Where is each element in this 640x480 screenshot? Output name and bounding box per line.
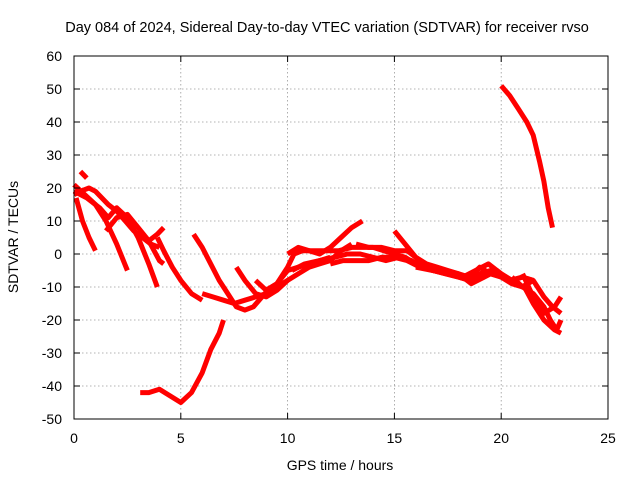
series-arc-14 bbox=[264, 244, 418, 293]
x-axis-title: GPS time / hours bbox=[287, 457, 394, 473]
x-tick-label: 0 bbox=[70, 430, 78, 446]
x-tick-label: 5 bbox=[177, 430, 185, 446]
series-arc-4 bbox=[78, 169, 89, 180]
y-axis-title: SDTVAR / TECUs bbox=[5, 181, 21, 293]
series-arc-9 bbox=[191, 232, 273, 313]
series-arc-19 bbox=[392, 229, 534, 283]
series-group bbox=[72, 84, 564, 405]
series-arc-5 bbox=[72, 189, 160, 288]
series-arc-11 bbox=[201, 278, 289, 306]
series-arc-26 bbox=[499, 84, 555, 229]
y-tick-label: -40 bbox=[42, 378, 62, 394]
x-tick-label: 20 bbox=[493, 430, 509, 446]
series-arc-21 bbox=[415, 261, 514, 283]
x-tick-label: 15 bbox=[387, 430, 403, 446]
y-tick-label: -50 bbox=[42, 411, 62, 427]
y-tick-label: 40 bbox=[46, 114, 62, 130]
series-arc-15 bbox=[286, 218, 364, 257]
series-arc-24 bbox=[520, 282, 563, 336]
chart-title: Day 084 of 2024, Sidereal Day-to-day VTE… bbox=[65, 20, 589, 36]
ticks: 0 5 10 15 20 25 -50 -40 -30 -20 -10 0 10 20 30 40 50 60 bbox=[42, 48, 616, 446]
series-arc-6 bbox=[104, 211, 166, 266]
y-tick-label: 10 bbox=[46, 213, 62, 229]
y-tick-label: -20 bbox=[42, 312, 62, 328]
y-tick-label: 30 bbox=[46, 147, 62, 163]
x-tick-label: 25 bbox=[600, 430, 616, 446]
series-arc-10 bbox=[140, 319, 226, 405]
y-tick-label: -30 bbox=[42, 345, 62, 361]
x-tick-label: 10 bbox=[280, 430, 296, 446]
y-tick-label: 0 bbox=[54, 246, 62, 262]
y-tick-label: 60 bbox=[46, 48, 62, 64]
y-tick-label: 20 bbox=[46, 180, 62, 196]
plot-frame bbox=[73, 55, 609, 420]
y-tick-label: -10 bbox=[42, 279, 62, 295]
series-arc-25 bbox=[520, 272, 564, 316]
series-arc-8 bbox=[155, 236, 204, 303]
series-arc-2 bbox=[73, 197, 98, 252]
y-tick-label: 50 bbox=[46, 81, 62, 97]
series-arc-7 bbox=[136, 225, 166, 244]
